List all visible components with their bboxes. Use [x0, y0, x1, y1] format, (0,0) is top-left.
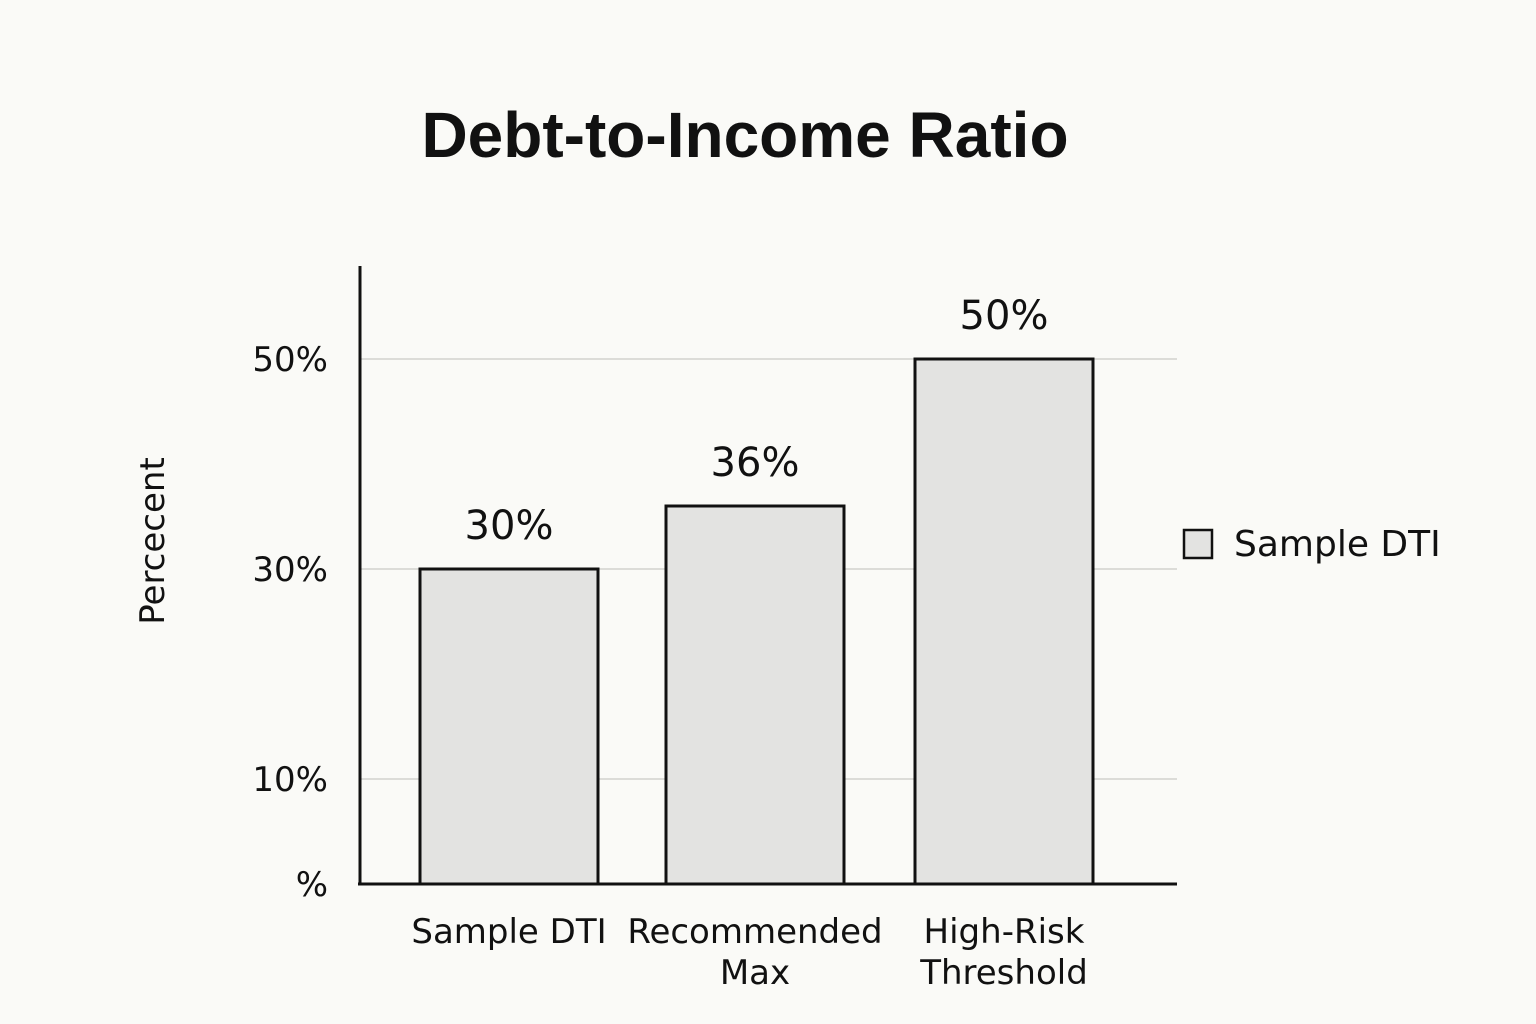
- legend-label: Sample DTI: [1234, 524, 1441, 565]
- x-tick-label: Recommended: [627, 912, 882, 952]
- chart-title: Debt-to-Income Ratio: [421, 99, 1069, 171]
- y-tick-label: 30%: [252, 550, 328, 590]
- data-label: 36%: [711, 440, 800, 486]
- bar: [664, 504, 846, 886]
- data-label-background: [928, 289, 1080, 341]
- y-tick-label: %: [296, 865, 328, 905]
- bar: [913, 357, 1095, 886]
- bar: [418, 567, 600, 886]
- legend: Sample DTI: [1182, 524, 1441, 565]
- bars: [418, 289, 1095, 886]
- y-axis-title: Percecent: [133, 457, 173, 625]
- labels: % 10% 30% 50% 30% Sample DTI 36% RecommendedMax…: [133, 293, 1088, 993]
- x-tick-label: Sample DTI: [411, 912, 606, 952]
- x-tick-label: Max: [720, 953, 790, 993]
- legend-swatch: [1182, 528, 1214, 560]
- data-label: 30%: [465, 503, 554, 549]
- axes: [358, 266, 1177, 886]
- data-label-background: [679, 436, 831, 488]
- data-label-background: [433, 499, 585, 551]
- data-label: 50%: [960, 293, 1049, 339]
- x-tick-label: Threshold: [919, 953, 1088, 993]
- y-tick-label: 10%: [252, 760, 328, 800]
- x-tick-label: High-Risk: [924, 912, 1085, 952]
- y-tick-label: 50%: [252, 340, 328, 380]
